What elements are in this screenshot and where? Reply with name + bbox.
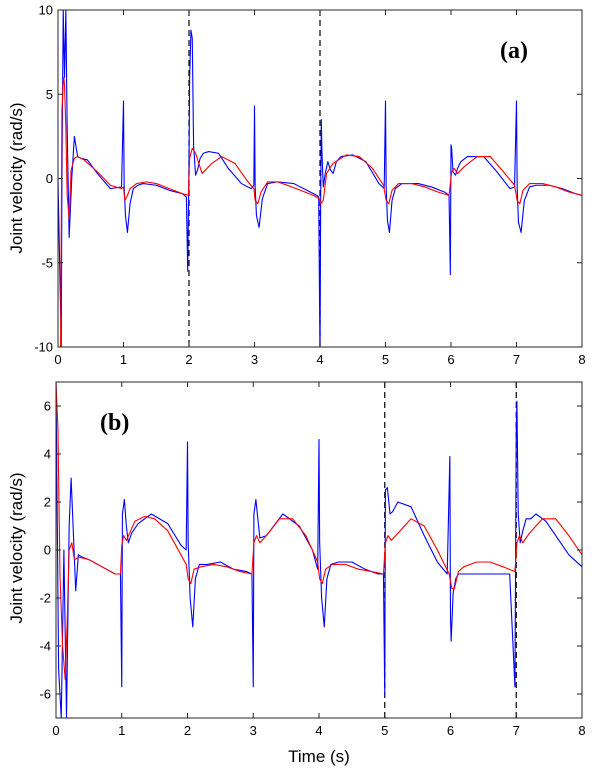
chart-panel-a: 0 1 2 3 4 5 6 7 8 -10 -5 0 5 10 Joint velocity (rad/s)…	[7, 3, 586, 368]
y-axis-title: Joint velocity (rad/s)	[7, 102, 26, 253]
x-tick-label: 8	[578, 723, 585, 738]
chart-panel-b: 0 1 2 3 4 5 6 7 8 -6 -4 -2 0 2 4 6 Joint velocity (rad/s…	[7, 381, 586, 766]
x-tick-label: 5	[381, 723, 388, 738]
y-tick-label: 4	[44, 447, 51, 462]
panel-tag: (b)	[100, 410, 129, 436]
x-tick-label: 3	[250, 723, 257, 738]
y-tick-label: -6	[39, 687, 51, 702]
y-tick-label: -4	[39, 639, 51, 654]
y-tick-label: -10	[34, 340, 53, 355]
x-tick-label: 6	[447, 352, 454, 367]
series-line-blue	[56, 382, 582, 718]
x-tick-label: 3	[251, 352, 258, 367]
y-tick-label: 0	[44, 543, 51, 558]
x-tick-label: 4	[315, 723, 322, 738]
y-tick-label: -5	[41, 255, 53, 270]
plot-area	[56, 382, 582, 718]
series-line-red	[58, 76, 582, 347]
y-tick-label: 2	[44, 495, 51, 510]
x-tick-label: 7	[513, 723, 520, 738]
x-tick-label: 2	[184, 723, 191, 738]
plot-content	[56, 382, 582, 718]
plot-content	[58, 10, 582, 347]
x-tick-label: 1	[120, 352, 127, 367]
y-tick-label: 6	[44, 399, 51, 414]
series-line-red	[56, 382, 582, 681]
y-tick-label: 10	[39, 3, 53, 18]
x-tick-label: 6	[447, 723, 454, 738]
x-axis-title: Time (s)	[288, 747, 350, 766]
y-axis-title: Joint velocity (rad/s)	[7, 472, 26, 623]
x-tick-label: 1	[118, 723, 125, 738]
y-tick-label: 5	[46, 87, 53, 102]
x-tick-label: 8	[578, 352, 585, 367]
y-tick-label: 0	[46, 171, 53, 186]
x-tick-label: 0	[54, 352, 61, 367]
x-tick-label: 5	[382, 352, 389, 367]
x-tick-label: 7	[513, 352, 520, 367]
x-tick-label: 2	[185, 352, 192, 367]
x-tick-label: 4	[316, 352, 323, 367]
x-tick-label: 0	[52, 723, 59, 738]
panel-tag: (a)	[500, 38, 528, 64]
y-tick-label: -2	[39, 591, 51, 606]
